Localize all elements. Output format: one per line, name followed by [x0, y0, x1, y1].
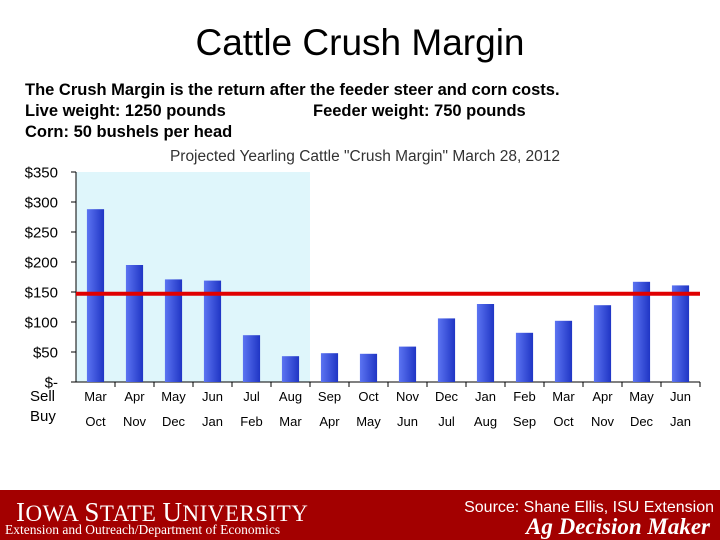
- y-tick-label: $300: [25, 195, 58, 212]
- sell-row-label: Sell: [30, 388, 55, 405]
- bar: [554, 320, 573, 382]
- highlight-region: [76, 172, 310, 382]
- buy-row-label: Buy: [30, 408, 56, 425]
- bar: [593, 305, 612, 382]
- buy-month-label: May: [356, 414, 381, 429]
- y-tick-label: $100: [25, 315, 58, 332]
- y-tick-label: $250: [25, 225, 58, 242]
- y-tick-label: $50: [33, 345, 58, 362]
- buy-month-label: Nov: [123, 414, 147, 429]
- buy-month-label: Oct: [553, 414, 574, 429]
- y-tick-label: $200: [25, 255, 58, 272]
- bar: [203, 280, 222, 382]
- sell-month-label: May: [161, 389, 186, 404]
- sell-month-label: Sep: [318, 389, 341, 404]
- chart-svg: Projected Yearling Cattle "Crush Margin"…: [0, 142, 720, 432]
- bar: [242, 335, 261, 382]
- sell-month-label: Jun: [202, 389, 223, 404]
- sell-month-label: May: [629, 389, 654, 404]
- bar: [398, 346, 417, 382]
- brand-name: Ag Decision Maker: [526, 514, 710, 539]
- sell-month-label: Dec: [435, 389, 459, 404]
- buy-month-label: Dec: [162, 414, 186, 429]
- bar: [281, 356, 300, 382]
- bar: [515, 332, 534, 382]
- buy-month-label: Mar: [279, 414, 302, 429]
- buy-month-label: Dec: [630, 414, 654, 429]
- chart-title: Projected Yearling Cattle "Crush Margin"…: [170, 148, 560, 165]
- sell-month-label: Jun: [670, 389, 691, 404]
- buy-month-label: Nov: [591, 414, 615, 429]
- bar: [437, 318, 456, 382]
- sell-month-label: Oct: [358, 389, 379, 404]
- intro-text: The Crush Margin is the return after the…: [25, 80, 560, 143]
- sell-month-label: Apr: [124, 389, 145, 404]
- intro-line-1: The Crush Margin is the return after the…: [25, 81, 560, 99]
- buy-month-label: Jan: [670, 414, 691, 429]
- live-weight-text: Live weight: 1250 pounds: [25, 102, 226, 120]
- sell-month-label: Apr: [592, 389, 613, 404]
- bar: [359, 353, 378, 382]
- y-tick-label: $-: [45, 375, 58, 392]
- sell-month-label: Aug: [279, 389, 302, 404]
- department-text: Extension and Outreach/Department of Eco…: [5, 522, 281, 537]
- bar: [476, 304, 495, 382]
- sell-month-label: Nov: [396, 389, 420, 404]
- y-tick-label: $150: [25, 285, 58, 302]
- footer-bar: [0, 490, 720, 540]
- feeder-weight-text: Feeder weight: 750 pounds: [313, 102, 526, 120]
- university-name: IOWA STATE UNIVERSITY: [16, 497, 309, 527]
- bar: [125, 265, 144, 382]
- slide-title: Cattle Crush Margin: [195, 22, 525, 63]
- bar: [671, 285, 690, 382]
- bar: [320, 353, 339, 382]
- buy-month-label: Jun: [397, 414, 418, 429]
- buy-month-label: Sep: [513, 414, 536, 429]
- buy-month-label: Jan: [202, 414, 223, 429]
- sell-month-label: Jan: [475, 389, 496, 404]
- buy-month-label: Aug: [474, 414, 497, 429]
- y-tick-label: $350: [25, 165, 58, 182]
- sell-month-label: Mar: [84, 389, 107, 404]
- intro-line-3: Corn: 50 bushels per head: [25, 123, 233, 141]
- intro-line-2: Live weight: 1250 pounds Feeder weight: …: [25, 101, 560, 122]
- buy-month-label: Jul: [438, 414, 455, 429]
- source-text: Source: Shane Ellis, ISU Extension: [464, 499, 714, 516]
- bar: [632, 281, 651, 382]
- crush-margin-chart: Projected Yearling Cattle "Crush Margin"…: [0, 142, 720, 432]
- sell-month-label: Jul: [243, 389, 260, 404]
- buy-month-label: Apr: [319, 414, 340, 429]
- sell-month-label: Mar: [552, 389, 575, 404]
- sell-month-label: Feb: [513, 389, 535, 404]
- bar: [164, 279, 183, 382]
- buy-month-label: Feb: [240, 414, 262, 429]
- buy-month-label: Oct: [85, 414, 106, 429]
